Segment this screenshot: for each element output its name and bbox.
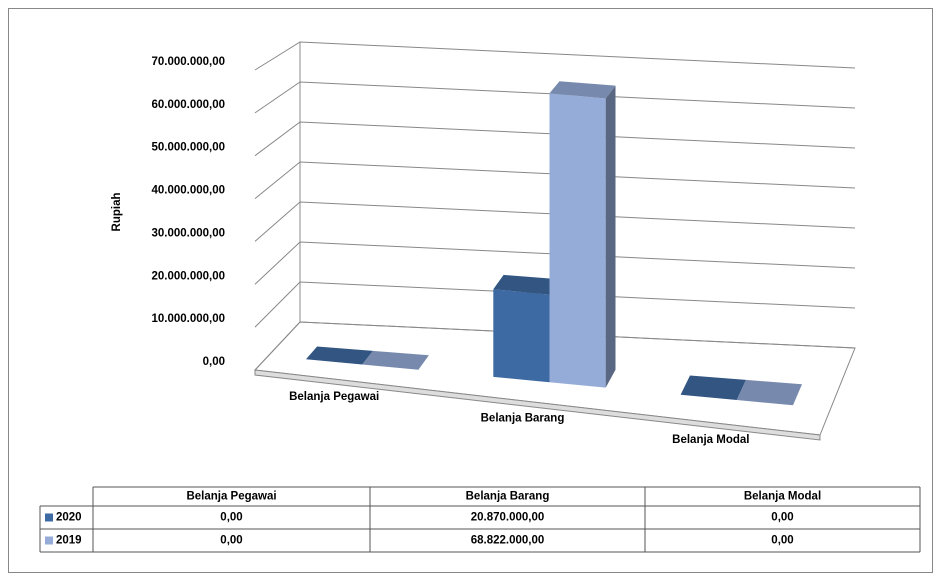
grid-line: [254, 121, 856, 157]
table-cell: 68.822.000,00: [471, 535, 545, 547]
grid-line: [254, 241, 856, 285]
y-tick-label: 20.000.000,00: [151, 270, 225, 282]
y-tick-label: 50.000.000,00: [151, 142, 225, 154]
legend-label: 2020: [56, 512, 82, 524]
y-tick-label: 10.000.000,00: [151, 313, 225, 325]
y-tick-label: 40.000.000,00: [151, 185, 225, 197]
table-cell: 0,00: [771, 535, 793, 547]
table-cell: 0,00: [771, 512, 793, 524]
table-cell: 0,00: [220, 512, 242, 524]
legend-key: [45, 536, 53, 545]
bar-top: [736, 379, 802, 406]
legend-label: 2019: [56, 535, 82, 547]
bar-top: [680, 375, 746, 400]
floor-edge: [254, 369, 821, 441]
legend-key: [45, 513, 53, 522]
grid-line: [254, 281, 856, 328]
y-tick-label: 0,00: [203, 356, 225, 368]
bar-top: [549, 81, 616, 99]
bar-top: [306, 346, 373, 365]
grid-line: [254, 81, 856, 114]
bar-side: [605, 85, 616, 388]
grid-line: [254, 321, 856, 371]
y-tick-label: 70.000.000,00: [151, 56, 225, 68]
y-axis-label: Rupiah: [111, 193, 123, 232]
table-header: Belanja Barang: [466, 491, 550, 503]
bar-top: [362, 350, 429, 370]
chart-frame: [8, 8, 933, 573]
table-cell: 0,00: [220, 535, 242, 547]
bar-top: [493, 274, 560, 295]
grid-line: [254, 41, 856, 71]
grid-line: [254, 161, 856, 199]
y-tick-label: 60.000.000,00: [151, 99, 225, 111]
y-tick-label: 30.000.000,00: [151, 227, 225, 239]
x-tick-label: Belanja Modal: [672, 434, 749, 446]
bar-front: [493, 289, 550, 383]
table-header: Belanja Modal: [744, 491, 821, 503]
x-tick-label: Belanja Pegawai: [289, 391, 379, 403]
table-header: Belanja Pegawai: [186, 491, 276, 503]
table-cell: 20.870.000,00: [471, 512, 545, 524]
bar-front: [549, 93, 606, 388]
grid-line: [254, 201, 856, 242]
x-tick-label: Belanja Barang: [481, 413, 565, 425]
